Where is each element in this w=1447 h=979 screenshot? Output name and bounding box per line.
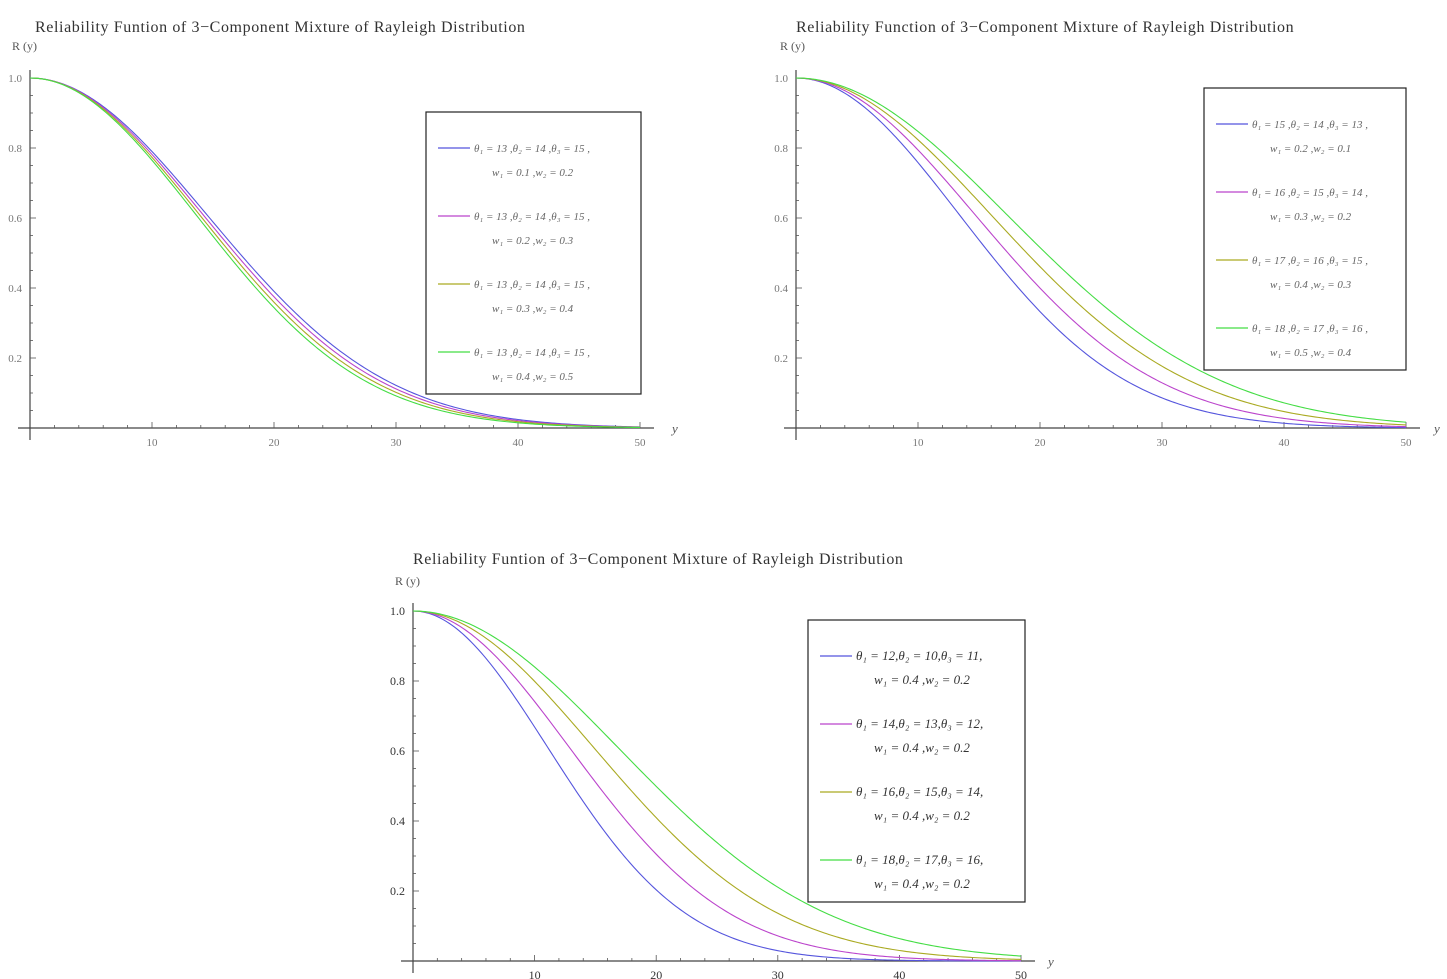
chart-panel-top-right: Reliability Function of 3−Component Mixt… [760, 0, 1447, 460]
x-tick-label: 50 [635, 437, 647, 449]
y-tick-label: 0.4 [390, 814, 405, 828]
y-tick-label: 1.0 [390, 604, 405, 618]
legend-entry-line2: w₁ = 0.4 ,w₂ = 0.5 [492, 371, 574, 383]
legend: θ₁ = 12,θ₂ = 10,θ₃ = 11, w₁ = 0.4 ,w₂ = 0… [807, 619, 1026, 903]
legend-entry-line1: θ₁ = 14,θ₂ = 13,θ₃ = 12, [856, 716, 983, 731]
series-line-1 [29, 77, 641, 428]
x-tick-label: 50 [1401, 437, 1413, 449]
legend-entry-line1: θ₁ = 12,θ₂ = 10,θ₃ = 11, [856, 648, 982, 663]
chart-title: Reliability Function of 3−Component Mixt… [796, 19, 1294, 36]
series-line-2 [412, 610, 1022, 962]
y-tick-label: 1.0 [8, 73, 22, 85]
legend-box [425, 111, 642, 395]
y-tick-label: 0.4 [774, 283, 788, 295]
series-line-3 [412, 610, 1022, 960]
x-tick-label: 40 [1279, 437, 1291, 449]
x-tick-label: 30 [391, 437, 403, 449]
legend-entry-line2: w₁ = 0.2 ,w₂ = 0.3 [492, 235, 574, 247]
chart-svg: Reliability Funtion of 3−Component Mixtu… [8, 19, 678, 449]
y-tick-label: 0.2 [774, 353, 788, 365]
series-line-4 [412, 610, 1022, 957]
legend-entry-line2: w₁ = 0.4 ,w₂ = 0.2 [874, 672, 970, 687]
x-tick-label: 30 [1157, 437, 1169, 449]
legend-entry-line1: θ₁ = 16 ,θ₂ = 15 ,θ₃ = 14 , [1252, 187, 1368, 199]
series-line-4 [795, 77, 1407, 423]
x-axis-label: y [1046, 954, 1054, 969]
y-axis-label: R (y) [12, 39, 37, 53]
legend-entry-line1: θ₁ = 13 ,θ₂ = 14 ,θ₃ = 15 , [474, 279, 590, 291]
chart-title: Reliability Funtion of 3−Component Mixtu… [35, 19, 526, 36]
y-tick-label: 0.8 [390, 674, 405, 688]
chart-panel-top-left: Reliability Funtion of 3−Component Mixtu… [0, 0, 700, 460]
legend-entry-line1: θ₁ = 18 ,θ₂ = 17 ,θ₃ = 16 , [1252, 323, 1368, 335]
x-tick-label: 10 [147, 437, 159, 449]
legend-entry-line1: θ₁ = 17 ,θ₂ = 16 ,θ₃ = 15 , [1252, 255, 1368, 267]
series-line-3 [795, 77, 1407, 426]
chart-svg: Reliability Funtion of 3−Component Mixtu… [390, 551, 1054, 979]
x-tick-label: 10 [913, 437, 925, 449]
y-axis-label: R (y) [780, 39, 805, 53]
series-line-4 [29, 77, 641, 429]
chart-title: Reliability Funtion of 3−Component Mixtu… [413, 551, 904, 568]
legend: θ₁ = 15 ,θ₂ = 14 ,θ₃ = 13 , w₁ = 0.2 ,w₂ … [1203, 87, 1407, 371]
x-tick-label: 10 [529, 968, 541, 979]
legend-entry-line1: θ₁ = 13 ,θ₂ = 14 ,θ₃ = 15 , [474, 211, 590, 223]
x-axis-label: y [670, 421, 678, 436]
x-tick-label: 20 [650, 968, 662, 979]
series-line-1 [412, 610, 1021, 962]
legend-entry-line2: w₁ = 0.4 ,w₂ = 0.2 [874, 740, 970, 755]
legend-entry-line1: θ₁ = 13 ,θ₂ = 14 ,θ₃ = 15 , [474, 143, 590, 155]
legend-entry-line2: w₁ = 0.5 ,w₂ = 0.4 [1270, 347, 1352, 359]
y-tick-label: 0.4 [8, 283, 22, 295]
chart-svg: Reliability Function of 3−Component Mixt… [774, 19, 1440, 449]
legend-entry-line2: w₁ = 0.3 ,w₂ = 0.4 [492, 303, 574, 315]
y-tick-label: 0.2 [390, 884, 405, 898]
y-tick-label: 1.0 [774, 73, 788, 85]
legend-entry-line2: w₁ = 0.2 ,w₂ = 0.1 [1270, 143, 1351, 155]
legend-box [1203, 87, 1407, 371]
y-tick-label: 0.2 [8, 353, 22, 365]
legend-entry-line1: θ₁ = 16,θ₂ = 15,θ₃ = 14, [856, 784, 983, 799]
legend-entry-line2: w₁ = 0.4 ,w₂ = 0.2 [874, 808, 970, 823]
x-tick-label: 20 [1035, 437, 1047, 449]
legend-entry-line1: θ₁ = 13 ,θ₂ = 14 ,θ₃ = 15 , [474, 347, 590, 359]
y-tick-label: 0.8 [8, 143, 22, 155]
legend-box [807, 619, 1026, 903]
legend-entry-line2: w₁ = 0.4 ,w₂ = 0.3 [1270, 279, 1352, 291]
legend-entry-line1: θ₁ = 15 ,θ₂ = 14 ,θ₃ = 13 , [1252, 119, 1368, 131]
y-axis-label: R (y) [395, 574, 420, 588]
y-tick-label: 0.6 [8, 213, 22, 225]
y-tick-label: 0.6 [390, 744, 405, 758]
series-line-2 [29, 77, 641, 428]
series-line-3 [29, 77, 641, 428]
legend: θ₁ = 13 ,θ₂ = 14 ,θ₃ = 15 , w₁ = 0.1 ,w₂ … [425, 111, 642, 395]
x-tick-label: 30 [772, 968, 784, 979]
legend-entry-line2: w₁ = 0.3 ,w₂ = 0.2 [1270, 211, 1352, 223]
y-tick-label: 0.8 [774, 143, 788, 155]
x-tick-label: 20 [269, 437, 281, 449]
chart-panel-bottom: Reliability Funtion of 3−Component Mixtu… [370, 535, 1070, 979]
series-line-2 [795, 77, 1407, 428]
x-tick-label: 50 [1015, 968, 1027, 979]
legend-entry-line2: w₁ = 0.1 ,w₂ = 0.2 [492, 167, 574, 179]
x-axis-label: y [1432, 421, 1440, 436]
y-tick-label: 0.6 [774, 213, 788, 225]
legend-entry-line2: w₁ = 0.4 ,w₂ = 0.2 [874, 876, 970, 891]
x-tick-label: 40 [513, 437, 525, 449]
series-line-1 [795, 77, 1407, 429]
legend-entry-line1: θ₁ = 18,θ₂ = 17,θ₃ = 16, [856, 852, 983, 867]
x-tick-label: 40 [893, 968, 905, 979]
